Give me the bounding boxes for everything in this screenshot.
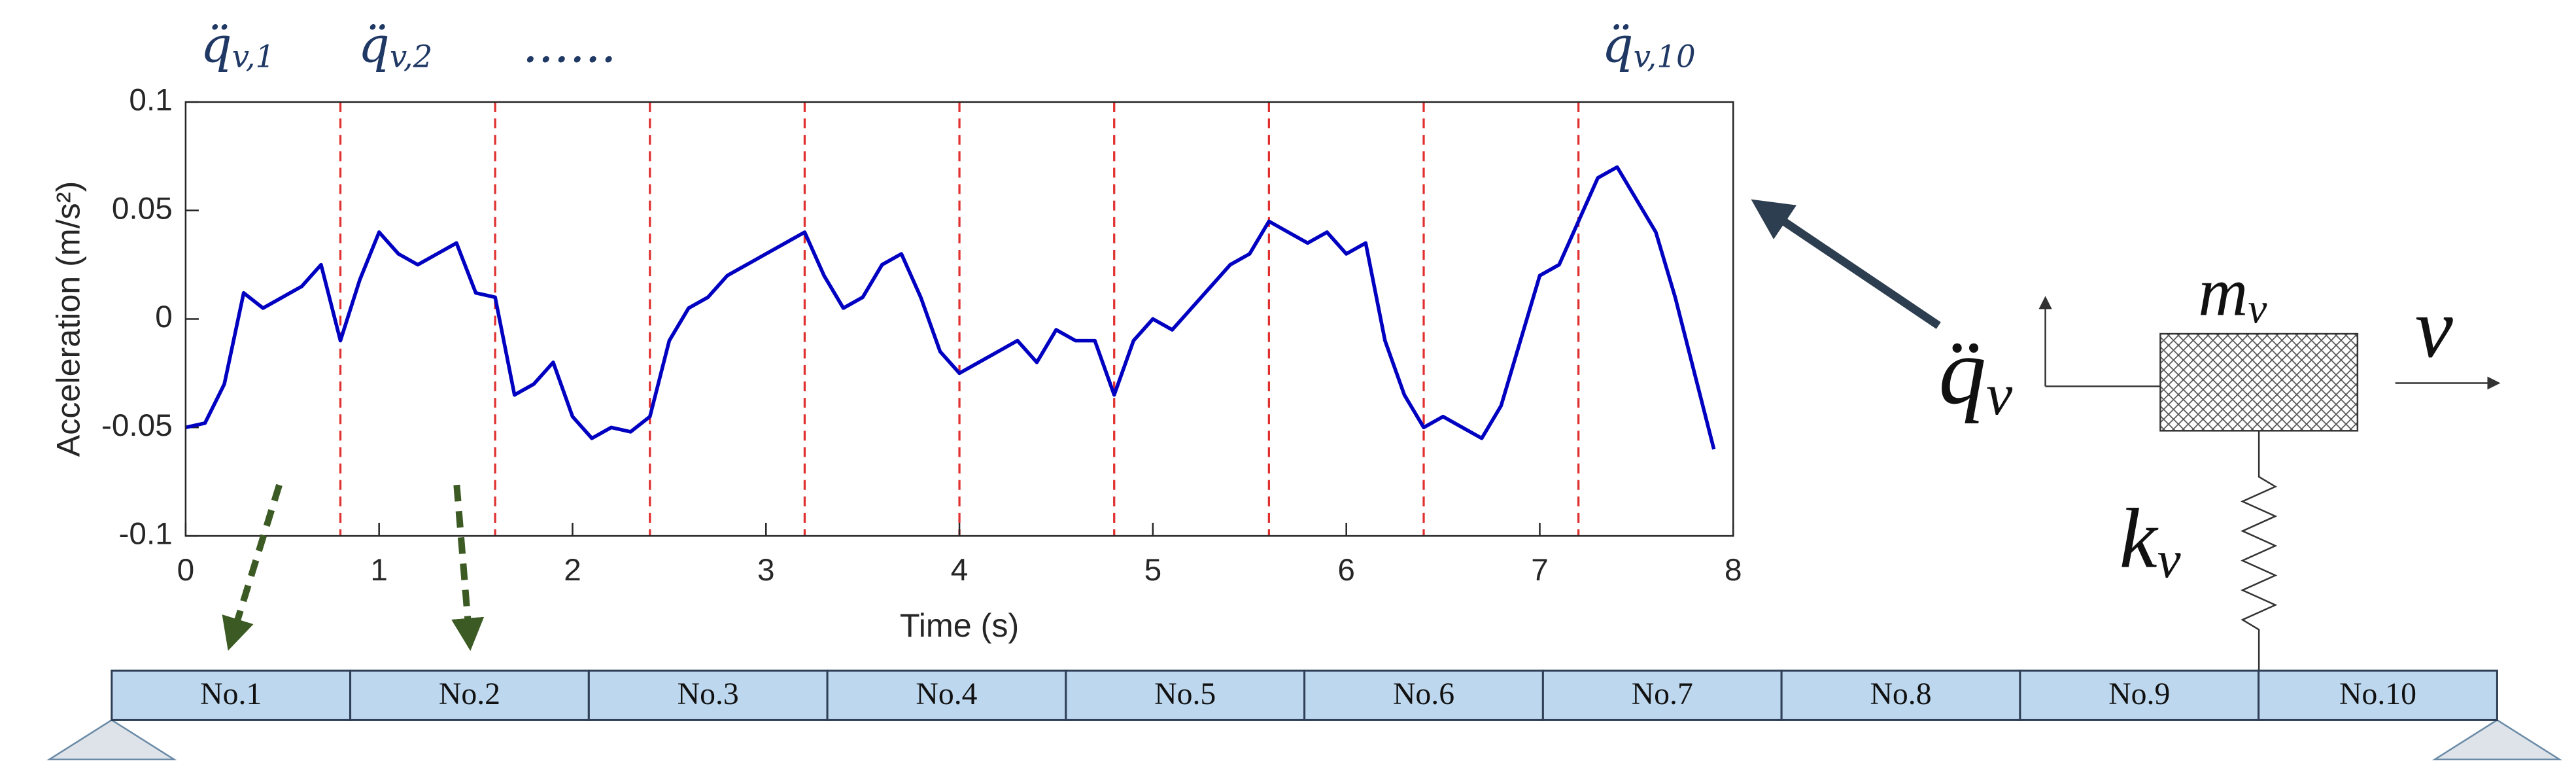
beam-segment-label: No.1 — [200, 677, 262, 711]
x-tick-label: 5 — [1144, 553, 1162, 588]
symbol: k — [2120, 492, 2159, 586]
beam-segment-label: No.4 — [916, 677, 977, 711]
beam-segment — [1065, 669, 1306, 721]
data-line — [185, 165, 1716, 450]
subscript: v,2 — [390, 40, 432, 75]
y-tick-label: -0.1 — [119, 517, 173, 552]
beam-segment — [1541, 669, 1783, 721]
symbol: ...... — [523, 16, 617, 74]
x-tick-label: 3 — [757, 553, 775, 588]
x-axis-label: Time (s) — [900, 607, 1019, 644]
x-tick-label: 7 — [1531, 553, 1549, 588]
beam-segment-label: No.2 — [439, 677, 500, 711]
symbol: q̈ — [358, 16, 390, 74]
segment-arrow — [451, 484, 485, 651]
beam-segment-label: No.7 — [1632, 677, 1693, 711]
subscript: v — [2248, 285, 2267, 332]
beam-segment-label: No.8 — [1870, 677, 1931, 711]
plot-frame — [184, 101, 1734, 537]
mass-block — [2159, 332, 2359, 432]
symbol-label: ...... — [523, 16, 617, 74]
x-tick-label: 1 — [370, 553, 388, 588]
symbol: q̈ — [1602, 16, 1633, 74]
symbol-label: q̈v,1 — [200, 16, 275, 75]
y-tick-label: 0.05 — [112, 191, 173, 226]
velocity-label: v — [2415, 281, 2453, 376]
x-tick-label: 4 — [951, 553, 969, 588]
segment-arrow — [222, 484, 283, 651]
y-axis-label: Acceleration (m/s²) — [50, 181, 86, 457]
pointer-arrow — [1751, 199, 1941, 329]
subscript: v,1 — [232, 40, 275, 75]
beam-segment — [826, 669, 1067, 721]
beam-segment-label: No.9 — [2108, 677, 2170, 711]
subscript: v — [2157, 529, 2181, 588]
symbol-label: q̈v,10 — [1602, 16, 1695, 75]
beam-segment-label: No.5 — [1154, 677, 1216, 711]
beam-segment-label: No.6 — [1393, 677, 1454, 711]
symbol-label: kv — [2120, 492, 2181, 589]
symbol-label: q̈v,2 — [358, 16, 433, 75]
x-tick-label: 8 — [1725, 553, 1742, 588]
symbol-label: q̈v — [1938, 318, 2013, 427]
subscript: v,10 — [1634, 40, 1696, 75]
subscript: v — [1986, 362, 2013, 427]
beam-segment — [2258, 669, 2498, 721]
beam-segment — [111, 669, 352, 721]
y-tick-label: -0.05 — [101, 408, 173, 443]
x-tick-label: 6 — [1337, 553, 1355, 588]
chart: 0 1 2 3 4 5 6 7 8 -0.1 -0.05 0 0.05 0.1 Time (s) Accele… — [50, 83, 1742, 644]
beam-segment — [1303, 669, 1544, 721]
symbol: q̈ — [200, 16, 232, 74]
symbol: m — [2198, 254, 2248, 330]
beam-segment-label: No.3 — [678, 677, 739, 711]
symbol: q̈ — [1938, 318, 1986, 424]
symbol-label: mv — [2198, 254, 2267, 333]
support — [46, 718, 177, 760]
x-tick-label: 2 — [564, 553, 581, 588]
y-tick-label: 0.1 — [129, 83, 172, 118]
x-tick-label: 0 — [177, 553, 195, 588]
beam-segment — [587, 669, 829, 721]
spring — [2240, 431, 2278, 671]
beam-segment-label: No.10 — [2339, 677, 2416, 711]
beam-segment — [349, 669, 590, 721]
y-tick-label: 0 — [155, 300, 173, 334]
support — [2431, 718, 2563, 760]
